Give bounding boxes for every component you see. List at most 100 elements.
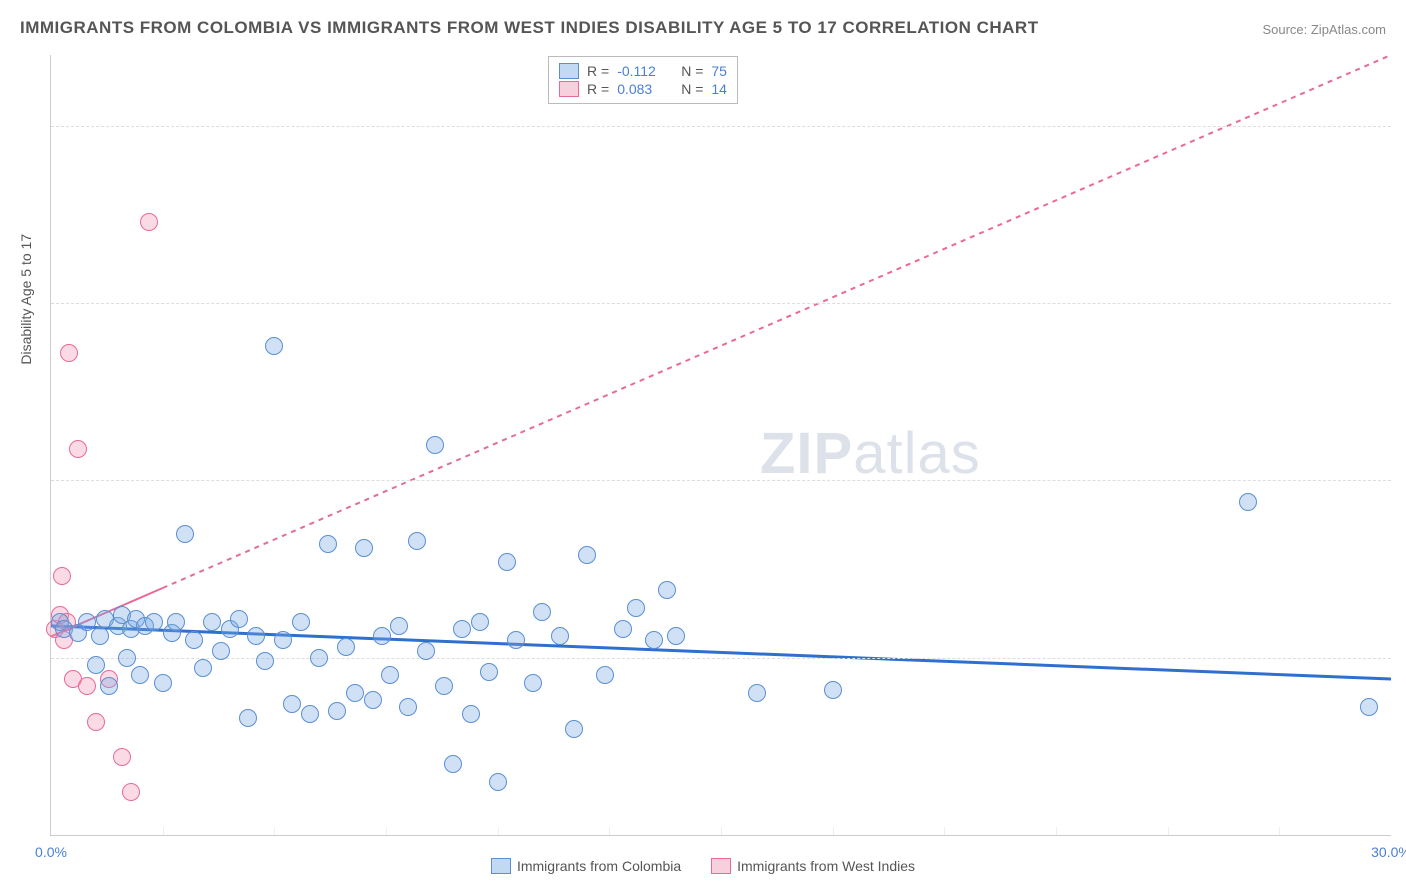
data-point bbox=[292, 613, 310, 631]
data-point bbox=[462, 705, 480, 723]
data-point bbox=[667, 627, 685, 645]
series-legend: Immigrants from Colombia Immigrants from … bbox=[0, 858, 1406, 874]
data-point bbox=[154, 674, 172, 692]
data-point bbox=[417, 642, 435, 660]
legend-label: Immigrants from Colombia bbox=[517, 858, 681, 874]
data-point bbox=[328, 702, 346, 720]
data-point bbox=[824, 681, 842, 699]
data-point bbox=[426, 436, 444, 454]
legend-swatch bbox=[711, 858, 731, 874]
legend-swatch bbox=[559, 81, 579, 97]
data-point bbox=[748, 684, 766, 702]
data-point bbox=[399, 698, 417, 716]
data-point bbox=[113, 748, 131, 766]
gridline-v bbox=[944, 827, 945, 835]
data-point bbox=[265, 337, 283, 355]
chart-title: IMMIGRANTS FROM COLOMBIA VS IMMIGRANTS F… bbox=[20, 18, 1039, 38]
data-point bbox=[471, 613, 489, 631]
r-value: -0.112 bbox=[617, 63, 665, 79]
data-point bbox=[658, 581, 676, 599]
legend-swatch bbox=[491, 858, 511, 874]
data-point bbox=[373, 627, 391, 645]
data-point bbox=[364, 691, 382, 709]
data-point bbox=[167, 613, 185, 631]
data-point bbox=[614, 620, 632, 638]
data-point bbox=[627, 599, 645, 617]
data-point bbox=[645, 631, 663, 649]
legend-label: Immigrants from West Indies bbox=[737, 858, 915, 874]
gridline-h bbox=[51, 303, 1391, 304]
r-value: 0.083 bbox=[617, 81, 665, 97]
data-point bbox=[337, 638, 355, 656]
data-point bbox=[301, 705, 319, 723]
data-point bbox=[355, 539, 373, 557]
legend-bottom-item: Immigrants from Colombia bbox=[491, 858, 681, 874]
data-point bbox=[185, 631, 203, 649]
gridline-v bbox=[721, 827, 722, 835]
data-point bbox=[390, 617, 408, 635]
data-point bbox=[53, 567, 71, 585]
gridline-h bbox=[51, 658, 1391, 659]
data-point bbox=[118, 649, 136, 667]
legend-bottom-item: Immigrants from West Indies bbox=[711, 858, 915, 874]
data-point bbox=[60, 344, 78, 362]
data-point bbox=[489, 773, 507, 791]
data-point bbox=[346, 684, 364, 702]
n-value: 75 bbox=[711, 63, 727, 79]
data-point bbox=[87, 656, 105, 674]
data-point bbox=[551, 627, 569, 645]
data-point bbox=[444, 755, 462, 773]
source-label: Source: ZipAtlas.com bbox=[1262, 22, 1386, 37]
gridline-v bbox=[274, 827, 275, 835]
data-point bbox=[69, 440, 87, 458]
data-point bbox=[91, 627, 109, 645]
plot-area: 5.0%10.0%15.0%20.0%0.0%30.0% bbox=[50, 55, 1391, 836]
data-point bbox=[283, 695, 301, 713]
gridline-v bbox=[386, 827, 387, 835]
correlation-legend: R = -0.112 N = 75R = 0.083 N = 14 bbox=[548, 56, 738, 104]
gridline-h bbox=[51, 126, 1391, 127]
data-point bbox=[524, 674, 542, 692]
data-point bbox=[131, 666, 149, 684]
data-point bbox=[87, 713, 105, 731]
data-point bbox=[507, 631, 525, 649]
data-point bbox=[100, 677, 118, 695]
data-point bbox=[310, 649, 328, 667]
gridline-v bbox=[1056, 827, 1057, 835]
data-point bbox=[230, 610, 248, 628]
data-point bbox=[435, 677, 453, 695]
gridline-v bbox=[833, 827, 834, 835]
data-point bbox=[274, 631, 292, 649]
data-point bbox=[498, 553, 516, 571]
legend-swatch bbox=[559, 63, 579, 79]
data-point bbox=[140, 213, 158, 231]
data-point bbox=[1239, 493, 1257, 511]
data-point bbox=[122, 783, 140, 801]
legend-top-row: R = -0.112 N = 75 bbox=[559, 63, 727, 79]
gridline-v bbox=[498, 827, 499, 835]
data-point bbox=[78, 677, 96, 695]
data-point bbox=[596, 666, 614, 684]
data-point bbox=[203, 613, 221, 631]
data-point bbox=[194, 659, 212, 677]
data-point bbox=[381, 666, 399, 684]
data-point bbox=[176, 525, 194, 543]
n-label: N = bbox=[681, 81, 703, 97]
legend-top-row: R =0.083N =14 bbox=[559, 81, 727, 97]
data-point bbox=[256, 652, 274, 670]
gridline-v bbox=[1168, 827, 1169, 835]
data-point bbox=[533, 603, 551, 621]
data-point bbox=[453, 620, 471, 638]
trend-line-dashed bbox=[163, 55, 1391, 588]
data-point bbox=[1360, 698, 1378, 716]
n-value: 14 bbox=[711, 81, 727, 97]
y-axis-title: Disability Age 5 to 17 bbox=[18, 234, 34, 365]
n-label: N = bbox=[681, 63, 703, 79]
data-point bbox=[319, 535, 337, 553]
data-point bbox=[78, 613, 96, 631]
data-point bbox=[247, 627, 265, 645]
data-point bbox=[145, 613, 163, 631]
gridline-v bbox=[163, 827, 164, 835]
data-point bbox=[239, 709, 257, 727]
r-label: R = bbox=[587, 63, 609, 79]
